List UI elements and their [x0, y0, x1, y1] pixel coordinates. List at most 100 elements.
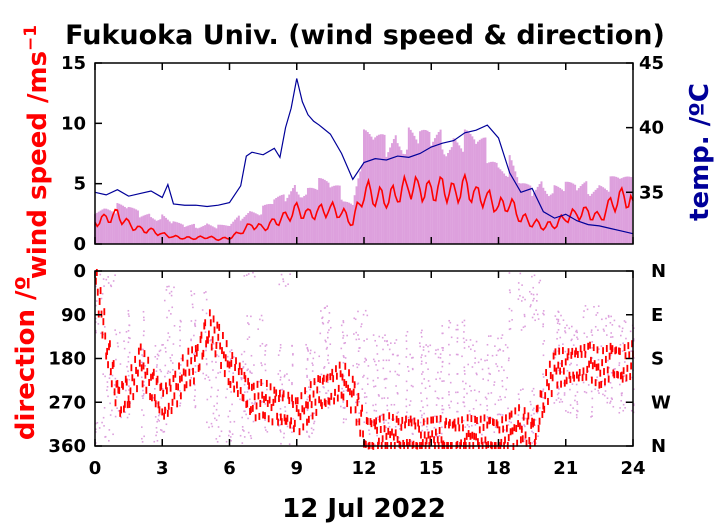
direction-dot	[418, 342, 421, 344]
direction-dot	[427, 345, 429, 348]
direction-dot	[570, 339, 573, 342]
direction-dot	[385, 359, 388, 362]
direction-dot	[624, 321, 627, 324]
direction-mean-mark	[498, 426, 501, 434]
direction-mean-mark	[319, 375, 321, 383]
direction-dot	[374, 339, 377, 342]
direction-mean-mark	[466, 414, 469, 422]
direction-mean-mark	[206, 336, 208, 344]
direction-dot	[106, 389, 108, 392]
direction-dot	[463, 405, 466, 408]
direction-dot	[247, 417, 249, 420]
direction-mean-mark	[169, 384, 172, 392]
direction-dot	[522, 296, 524, 299]
direction-mean-mark	[584, 350, 587, 358]
direction-dot	[383, 397, 386, 399]
direction-dot	[248, 323, 250, 326]
direction-dot	[127, 370, 129, 373]
direction-dot	[215, 361, 217, 363]
direction-dot	[471, 366, 474, 368]
direction-dot	[474, 424, 477, 426]
direction-mean-mark	[117, 386, 120, 394]
direction-dot	[264, 369, 267, 372]
direction-dot	[493, 431, 496, 433]
direction-mean-mark	[417, 419, 420, 427]
direction-mean-mark	[350, 390, 353, 398]
direction-dot	[396, 392, 399, 395]
direction-dot	[597, 305, 600, 307]
direction-mean-mark	[515, 424, 518, 432]
direction-mean-mark	[373, 419, 376, 427]
direction-dot	[524, 425, 526, 428]
direction-dot	[310, 414, 312, 417]
direction-dot	[622, 403, 625, 406]
direction-dot	[543, 340, 546, 342]
direction-dot	[407, 370, 410, 372]
direction-dot	[564, 350, 567, 353]
direction-dot	[410, 440, 412, 443]
direction-mean-mark	[401, 416, 404, 424]
direction-dot	[142, 310, 145, 313]
direction-dot	[421, 354, 423, 356]
direction-dot	[240, 378, 243, 381]
direction-mean-mark	[180, 374, 183, 382]
direction-dot	[571, 338, 573, 341]
direction-dot	[598, 348, 600, 350]
direction-dot	[441, 404, 444, 407]
bottom-frame	[94, 270, 634, 447]
direction-mean-mark	[242, 394, 245, 402]
direction-dot	[524, 438, 526, 441]
direction-dot	[205, 298, 208, 301]
direction-dot	[99, 273, 102, 276]
direction-mean-mark	[198, 363, 201, 371]
direction-dot	[477, 422, 479, 425]
direction-mean-mark	[290, 417, 293, 425]
direction-dot	[421, 329, 423, 332]
direction-mean-mark	[275, 389, 278, 397]
direction-dot	[342, 421, 345, 424]
direction-dot	[594, 388, 596, 391]
direction-mean-mark	[293, 425, 295, 433]
direction-mean-mark	[379, 425, 382, 433]
direction-dot	[386, 340, 388, 343]
direction-mean-mark	[414, 422, 417, 430]
direction-mean-mark	[628, 351, 631, 359]
direction-mean-mark	[249, 407, 251, 415]
direction-dot	[558, 401, 561, 403]
direction-mean-mark	[227, 378, 230, 386]
direction-mean-mark	[250, 406, 252, 414]
direction-dot	[477, 361, 480, 364]
direction-dot	[159, 349, 162, 352]
direction-mean-mark	[235, 357, 237, 365]
direction-dot	[377, 418, 380, 421]
direction-dot	[329, 326, 332, 329]
direction-dot	[194, 322, 196, 325]
y-tick-label: 180	[48, 349, 86, 370]
direction-dot	[374, 385, 377, 387]
direction-dot	[243, 430, 245, 432]
direction-dot	[448, 406, 451, 409]
direction-dot	[345, 389, 348, 392]
direction-dot	[167, 370, 170, 373]
direction-dot	[556, 337, 558, 340]
direction-dot	[533, 274, 536, 277]
direction-dot	[229, 431, 231, 433]
direction-dot	[241, 377, 243, 379]
direction-dot	[535, 442, 537, 445]
direction-mean-mark	[194, 354, 196, 362]
direction-dot	[607, 314, 610, 317]
direction-mean-mark	[575, 347, 577, 355]
direction-dot	[211, 425, 214, 428]
direction-mean-mark	[107, 361, 109, 369]
direction-dot	[399, 424, 402, 427]
direction-dot	[622, 342, 624, 345]
direction-dot	[327, 406, 330, 409]
direction-dot	[564, 330, 566, 332]
direction-mean-mark	[581, 374, 584, 382]
direction-dot	[542, 376, 545, 378]
direction-dot	[517, 298, 520, 300]
direction-dot	[243, 275, 246, 277]
direction-mean-mark	[338, 361, 341, 369]
direction-mean-mark	[501, 416, 504, 424]
direction-dot	[420, 363, 423, 365]
